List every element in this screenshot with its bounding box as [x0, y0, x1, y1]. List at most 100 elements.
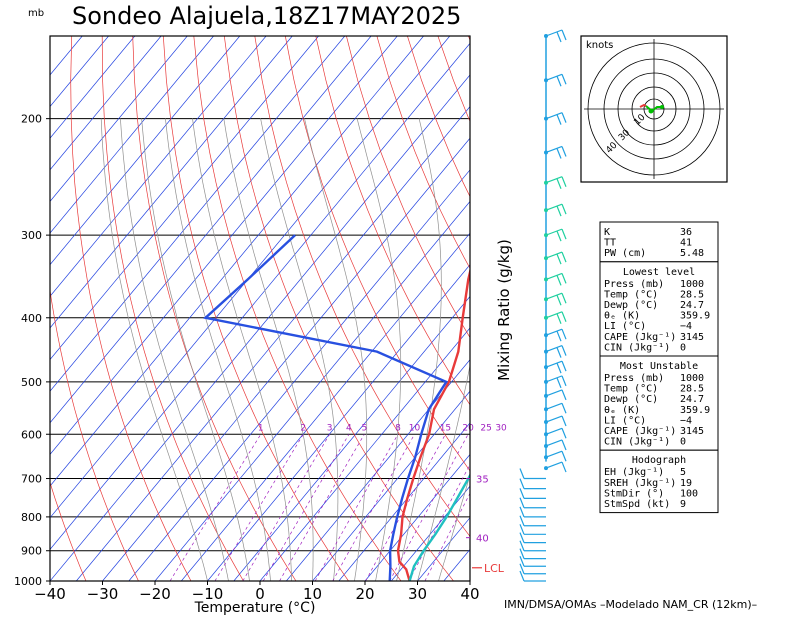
dry-adiabat — [193, 36, 402, 581]
barb-flag — [519, 563, 525, 574]
barb-flag — [556, 148, 562, 159]
temperature-tick-label: −30 — [87, 585, 119, 603]
isotherm-line — [50, 36, 319, 361]
most-unstable-title: Most Unstable — [620, 361, 698, 372]
wind-barb — [544, 292, 567, 306]
dry-adiabat — [101, 36, 244, 581]
mixing-ratio-line — [332, 434, 415, 581]
barb-flag — [519, 556, 525, 567]
most-unstable-label: CIN (Jkg⁻¹) — [604, 437, 670, 448]
barb-flag — [561, 439, 567, 451]
wind-barb — [544, 345, 567, 358]
plot-grid — [50, 36, 470, 581]
barb-flag — [556, 295, 562, 306]
barb-shaft — [545, 228, 563, 236]
hodograph-stats-value: 9 — [680, 499, 686, 510]
series-dewpoint — [202, 234, 449, 581]
barb-flag — [519, 515, 525, 526]
lowest-level-label: Dewp (°C) — [604, 300, 658, 311]
isotherm-line — [50, 36, 451, 519]
temperature-tick-label: 30 — [408, 585, 427, 603]
barb-shaft — [545, 439, 563, 447]
barb-flag — [556, 230, 562, 242]
moist-adiabat — [165, 118, 271, 581]
wind-barb — [544, 228, 567, 242]
mixing-ratio-line — [169, 434, 262, 581]
isotherm-line — [128, 169, 470, 581]
mixing-ratio-label: 25 — [480, 423, 491, 433]
barb-flag — [561, 415, 567, 427]
isotherm-line — [233, 295, 470, 581]
most-unstable-label: Temp (°C) — [604, 384, 658, 395]
lowest-level-label: θₑ (K) — [604, 311, 640, 322]
barb-flag — [556, 275, 562, 286]
height-label: 40 — [476, 534, 489, 545]
barb-shaft — [545, 427, 563, 435]
barb-flag — [519, 524, 525, 535]
mixing-ratio-line — [389, 434, 469, 581]
moist-adiabat — [120, 118, 229, 581]
wind-barb — [519, 563, 546, 575]
moist-adiabat — [223, 118, 314, 581]
barb-flag — [561, 375, 567, 387]
wind-barb — [519, 506, 546, 518]
isotherm-line — [76, 106, 470, 581]
isotherm-line — [207, 264, 470, 581]
moist-adiabat — [260, 118, 339, 581]
isotherm-line — [391, 485, 470, 581]
dry-adiabat — [50, 287, 139, 581]
hodograph-stats-label: StmSpd (kt) — [604, 499, 670, 510]
mixing-ratio-label: 10 — [409, 423, 421, 433]
barb-shaft — [545, 402, 563, 410]
most-unstable-label: Dewp (°C) — [604, 394, 658, 405]
mixing-ratio-line — [214, 434, 304, 581]
mixing-ratio-label: 30 — [495, 423, 507, 433]
barb-flag — [561, 29, 567, 41]
indices-value: 41 — [680, 238, 692, 249]
dry-adiabat — [315, 36, 470, 406]
most-unstable-label: θₑ (K) — [604, 405, 640, 416]
moist-adiabat — [417, 363, 470, 581]
isotherm-line — [50, 36, 136, 139]
pressure-tick-label: 500 — [21, 376, 42, 389]
mixing-ratio-line — [424, 492, 470, 581]
most-unstable-label: LI (°C) — [604, 415, 646, 426]
barb-flag — [519, 468, 525, 479]
hodograph-units: knots — [586, 40, 613, 51]
barb-flag — [556, 76, 562, 87]
dry-adiabat — [162, 36, 349, 581]
barb-shaft — [545, 345, 563, 353]
barb-shaft — [545, 292, 563, 300]
wind-barb — [544, 389, 567, 401]
barb-flag — [519, 532, 525, 543]
barb-shaft — [545, 389, 563, 397]
barb-flag — [556, 205, 562, 217]
temperature-axis: −40 −30 −20 −10 0 10 20 30 40 — [34, 581, 480, 603]
hodograph-stats-label: SREH (Jkg⁻¹) — [604, 478, 676, 489]
hodograph-storm-marker — [648, 108, 654, 114]
wind-barb — [544, 415, 567, 427]
barb-flag — [556, 362, 562, 374]
wind-barb — [544, 328, 567, 342]
isotherm-line — [364, 453, 470, 581]
barb-flag — [561, 146, 567, 157]
barb-flag — [561, 251, 567, 263]
lowest-level-label: Temp (°C) — [604, 289, 658, 300]
mixing-ratio-line — [242, 434, 330, 581]
temperature-tick-label: 0 — [255, 585, 265, 603]
wind-barb — [519, 524, 546, 535]
barb-flag — [556, 330, 562, 342]
mixing-ratio-line — [279, 434, 365, 581]
wind-barb — [544, 176, 567, 189]
temperature-tick-label: −20 — [139, 585, 171, 603]
lowest-level-label: CIN (Jkg⁻¹) — [604, 342, 670, 353]
isotherm-line — [50, 36, 424, 487]
barb-shaft — [545, 328, 563, 336]
mixing-ratio-label: 3 — [327, 423, 333, 433]
barb-flag — [561, 360, 567, 372]
isotherm-line — [50, 74, 470, 581]
lowest-level-box — [599, 261, 719, 357]
most-unstable-value: −4 — [680, 415, 692, 426]
indices-label: K — [604, 227, 610, 238]
